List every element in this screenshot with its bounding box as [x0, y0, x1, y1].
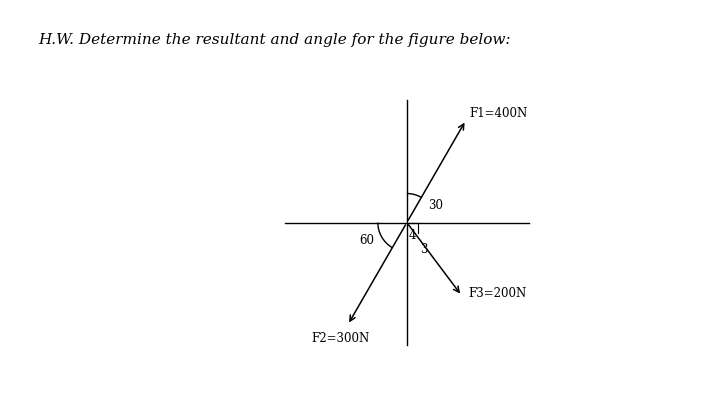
Text: 3: 3 — [420, 243, 428, 256]
Text: 30: 30 — [428, 199, 444, 212]
Text: H.W. Determine the resultant and angle for the figure below:: H.W. Determine the resultant and angle f… — [39, 33, 511, 47]
Text: F3=200N: F3=200N — [468, 287, 526, 300]
Text: F1=400N: F1=400N — [470, 107, 528, 120]
Text: 60: 60 — [360, 234, 375, 247]
Text: 4: 4 — [408, 229, 416, 242]
Text: F2=300N: F2=300N — [311, 332, 369, 345]
